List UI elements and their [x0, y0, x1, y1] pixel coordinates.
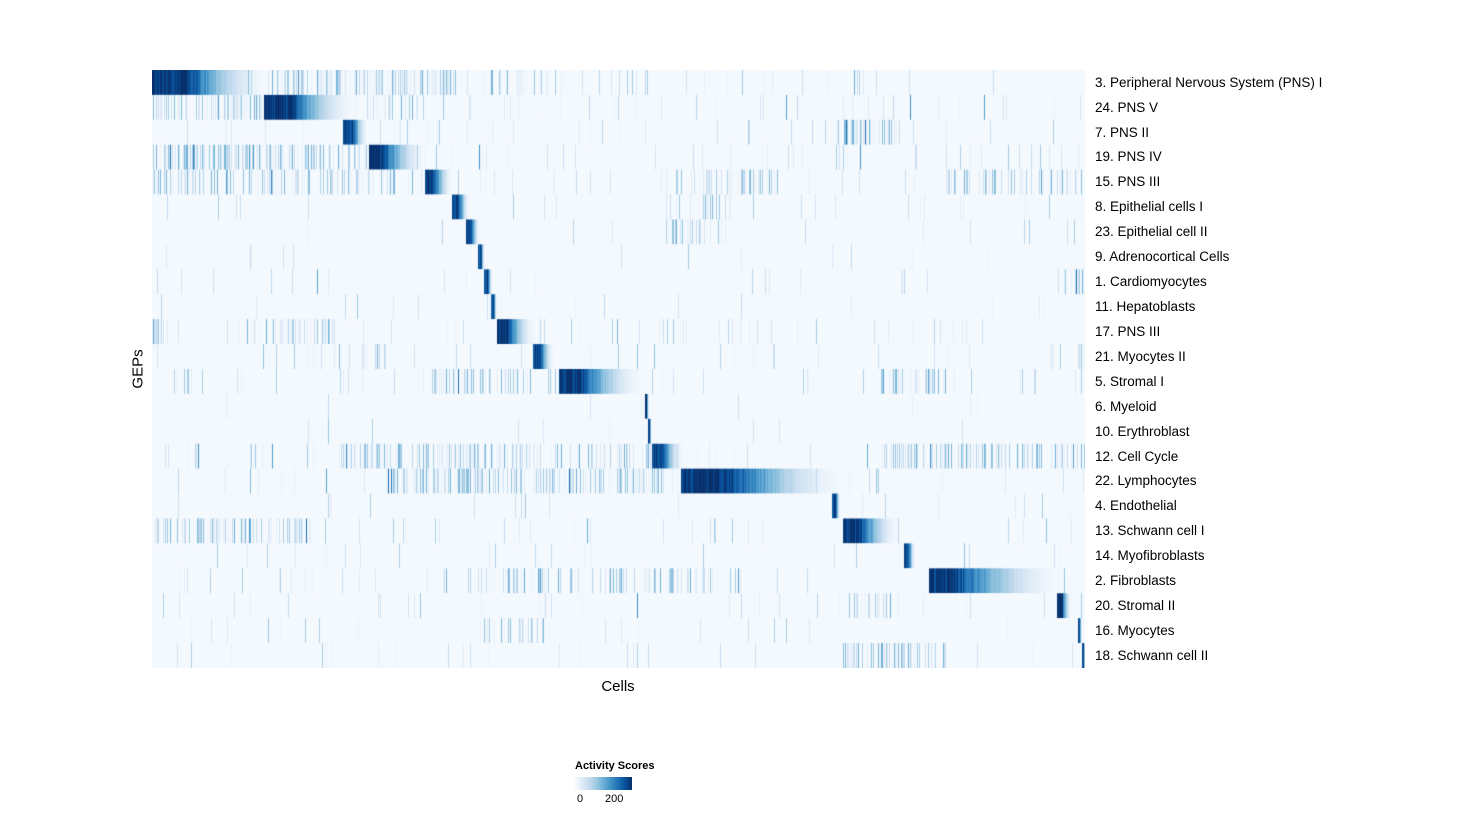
row-label: 24. PNS V — [1095, 99, 1159, 115]
row-label: 8. Epithelial cells I — [1095, 199, 1204, 215]
row-label: 10. Erythroblast — [1095, 423, 1190, 439]
row-label: 20. Stromal II — [1095, 598, 1176, 614]
row-label: 17. PNS III — [1095, 323, 1161, 339]
row-label: 11. Hepatoblasts — [1095, 299, 1196, 314]
legend-ticks: 0 200 — [575, 793, 647, 805]
row-label: 23. Epithelial cell II — [1095, 224, 1208, 240]
row-label: 4. Endothelial — [1095, 498, 1177, 514]
row-labels: 3. Peripheral Nervous System (PNS) I 24. … — [1095, 70, 1322, 668]
row-label: 19. PNS IV — [1095, 149, 1162, 165]
row-label: 3. Peripheral Nervous System (PNS) I — [1095, 74, 1323, 90]
legend-tick-min: 0 — [577, 793, 584, 805]
x-axis-label: Cells — [601, 678, 635, 695]
legend-title: Activity Scores — [575, 760, 655, 772]
legend-tick-max: 200 — [605, 793, 624, 805]
heatmap-canvas — [152, 70, 1085, 668]
y-axis-label: GEPs — [129, 349, 147, 389]
row-label: 14. Myofibroblasts — [1095, 548, 1205, 564]
row-label: 22. Lymphocytes — [1095, 473, 1197, 489]
row-label: 6. Myeloid — [1095, 398, 1157, 414]
row-label: 5. Stromal I — [1095, 373, 1165, 389]
row-label: 9. Adrenocortical Cells — [1095, 249, 1230, 265]
row-label: 18. Schwann cell II — [1095, 647, 1209, 663]
row-label: 13. Schwann cell I — [1095, 523, 1205, 539]
colorbar-legend: Activity Scores 0 200 — [575, 760, 654, 805]
row-label: 2. Fibroblasts — [1095, 573, 1177, 589]
row-label: 7. PNS II — [1095, 124, 1150, 140]
row-label: 15. PNS III — [1095, 174, 1161, 190]
row-label: 21. Myocytes II — [1095, 348, 1186, 364]
row-label: 1. Cardiomyocytes — [1095, 274, 1207, 290]
row-label: 12. Cell Cycle — [1095, 448, 1179, 464]
legend-gradient-bar — [575, 777, 632, 790]
row-label: 16. Myocytes — [1095, 622, 1175, 638]
